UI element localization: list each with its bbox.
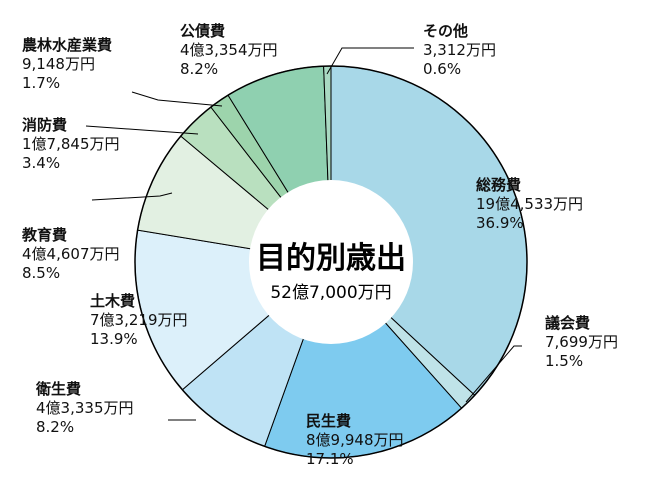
slice-name-3: 衛生費 [35,380,81,398]
slice-amount-0: 19億4,533万円 [476,195,583,213]
slice-label-4: 土木費 7億3,219万円 13.9% [90,292,188,348]
slice-label-0: 総務費 19億4,533万円 36.9% [476,176,583,232]
slice-label-2: 民生費 8億9,948万円 17.1% [306,412,404,468]
slice-amount-5: 4億4,607万円 [22,245,120,263]
slice-percent-9: 0.6% [423,60,461,78]
center-total: 52億7,000万円 [270,283,391,303]
donut-slices [134,65,528,459]
slice-labels: 総務費 19億4,533万円 36.9% 議会費 7,699万円 1.5% 民生費 8億9,9… [21,22,618,468]
slice-amount-9: 3,312万円 [423,41,496,59]
slice-name-6: 消防費 [22,116,67,134]
leader-line-7 [131,91,223,107]
slice-name-1: 議会費 [545,314,590,332]
leader-line-1 [465,345,522,403]
slice-amount-6: 1億7,845万円 [22,135,120,153]
slice-name-9: その他 [423,22,468,40]
slice-label-6: 消防費 1億7,845万円 3.4% [22,116,120,172]
donut-hole [249,180,413,344]
leader-lines [85,47,522,421]
slice-name-7: 農林水産業費 [22,36,112,54]
slice-label-3: 衛生費 4億3,335万円 8.2% [35,380,134,436]
slice-percent-7: 1.7% [22,74,60,92]
leader-line-6 [85,125,199,135]
slice-name-0: 総務費 [476,176,521,194]
slice-amount-2: 8億9,948万円 [306,431,404,449]
slice-amount-7: 9,148万円 [22,55,95,73]
slice-amount-3: 4億3,335万円 [36,399,134,417]
slice-amount-1: 7,699万円 [545,333,618,351]
slice-label-5: 教育費 4億4,607万円 8.5% [21,226,120,282]
slice-label-1: 議会費 7,699万円 1.5% [545,314,618,370]
slice-amount-4: 7億3,219万円 [90,311,188,329]
leader-line-9 [326,47,414,75]
center-title: 目的別歳出 [256,241,406,276]
slice-percent-6: 3.4% [22,154,60,172]
slice-name-2: 民生費 [306,412,351,430]
slice-amount-8: 4億3,354万円 [180,41,278,59]
slice-percent-3: 8.2% [36,418,74,436]
slice-percent-1: 1.5% [545,352,583,370]
slice-percent-0: 36.9% [476,214,524,232]
slice-percent-8: 8.2% [180,60,218,78]
slice-percent-4: 13.9% [90,330,138,348]
slice-name-4: 土木費 [90,292,135,310]
slice-label-7: 農林水産業費 9,148万円 1.7% [22,36,112,92]
leader-line-5 [91,192,173,201]
slice-label-9: その他 3,312万円 0.6% [423,22,496,78]
slice-name-5: 教育費 [21,226,67,244]
slice-percent-2: 17.1% [306,450,354,468]
slice-percent-5: 8.5% [22,264,60,282]
slice-name-8: 公債費 [180,22,225,40]
donut-outline [134,65,528,459]
slice-label-8: 公債費 4億3,354万円 8.2% [180,22,278,78]
